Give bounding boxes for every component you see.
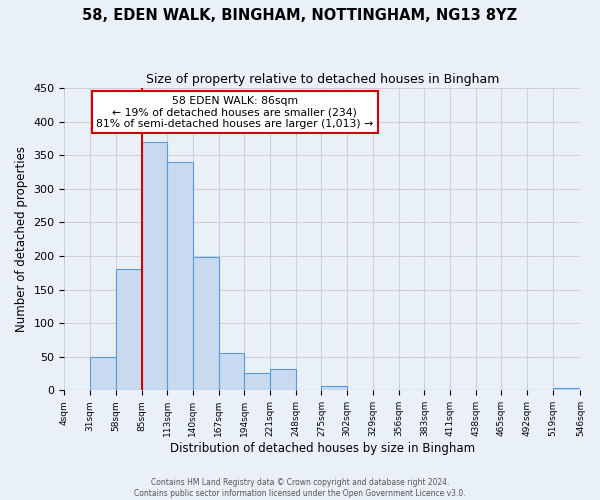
Y-axis label: Number of detached properties: Number of detached properties — [15, 146, 28, 332]
Bar — [244, 373, 270, 390]
Bar — [218, 354, 244, 391]
Bar — [193, 256, 218, 390]
Bar — [167, 162, 193, 390]
Title: Size of property relative to detached houses in Bingham: Size of property relative to detached ho… — [146, 72, 499, 86]
Bar — [116, 269, 142, 390]
X-axis label: Distribution of detached houses by size in Bingham: Distribution of detached houses by size … — [170, 442, 475, 455]
Text: 58, EDEN WALK, BINGHAM, NOTTINGHAM, NG13 8YZ: 58, EDEN WALK, BINGHAM, NOTTINGHAM, NG13… — [82, 8, 518, 22]
Bar — [142, 142, 167, 390]
Bar — [270, 369, 296, 390]
Bar — [553, 388, 580, 390]
Text: Contains HM Land Registry data © Crown copyright and database right 2024.
Contai: Contains HM Land Registry data © Crown c… — [134, 478, 466, 498]
Bar — [90, 358, 116, 390]
Text: 58 EDEN WALK: 86sqm
← 19% of detached houses are smaller (234)
81% of semi-detac: 58 EDEN WALK: 86sqm ← 19% of detached ho… — [96, 96, 373, 129]
Bar — [322, 386, 347, 390]
